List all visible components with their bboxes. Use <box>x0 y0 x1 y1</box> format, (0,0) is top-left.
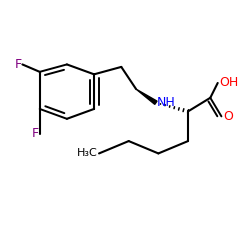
Text: F: F <box>14 58 21 71</box>
Polygon shape <box>136 89 157 104</box>
Text: OH: OH <box>220 76 239 90</box>
Text: NH: NH <box>157 96 176 109</box>
Text: F: F <box>32 127 39 140</box>
Text: O: O <box>224 110 233 123</box>
Text: H₃C: H₃C <box>77 148 98 158</box>
